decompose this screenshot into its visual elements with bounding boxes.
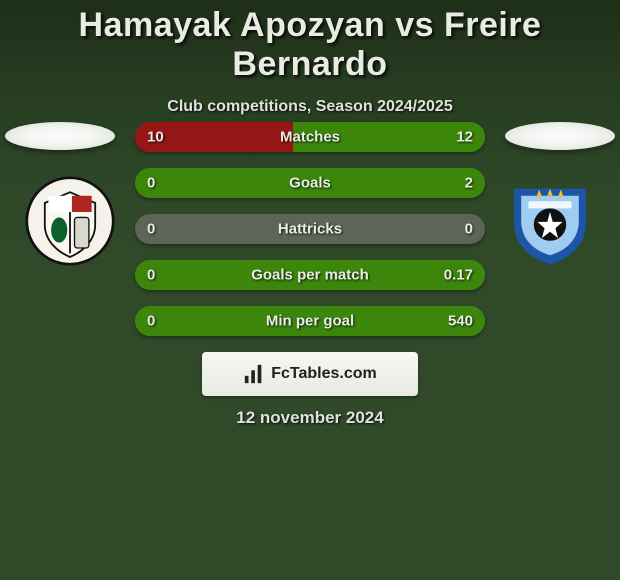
club-b-pedestal: [505, 122, 615, 150]
stat-value-a: 0: [147, 221, 155, 238]
stat-value-b: 12: [456, 129, 473, 146]
club-a-pedestal: [5, 122, 115, 150]
stat-bars: 1012Matches02Goals00Hattricks00.17Goals …: [135, 122, 485, 352]
stat-value-a: 10: [147, 129, 164, 146]
stat-value-b: 0.17: [444, 267, 473, 284]
stat-bar: 0540Min per goal: [135, 306, 485, 336]
generation-date: 12 november 2024: [0, 408, 620, 428]
stat-value-b: 2: [465, 175, 473, 192]
attribution-text: FcTables.com: [271, 365, 377, 383]
vs-separator: vs: [395, 6, 434, 44]
attribution-panel: FcTables.com: [202, 352, 418, 396]
page-title: Hamayak Apozyan vs Freire Bernardo: [0, 0, 620, 84]
stat-value-a: 0: [147, 313, 155, 330]
club-b-badge: [505, 176, 595, 266]
stat-bar: 02Goals: [135, 168, 485, 198]
stat-value-b: 0: [465, 221, 473, 238]
stat-value-a: 0: [147, 267, 155, 284]
club-a-badge: [25, 176, 115, 266]
subtitle: Club competitions, Season 2024/2025: [0, 98, 620, 116]
stat-label: Hattricks: [135, 221, 485, 238]
club-b-crest-icon: [505, 176, 595, 266]
stat-value-b: 540: [448, 313, 473, 330]
stat-bar: 00.17Goals per match: [135, 260, 485, 290]
stat-bar: 0 0Hattricks: [135, 214, 485, 244]
stat-value-a: 0: [147, 175, 155, 192]
bar-chart-icon: [243, 363, 265, 385]
stat-bar: 1012Matches: [135, 122, 485, 152]
player-a-name: Hamayak Apozyan: [79, 6, 386, 44]
club-a-crest-icon: [25, 176, 115, 266]
